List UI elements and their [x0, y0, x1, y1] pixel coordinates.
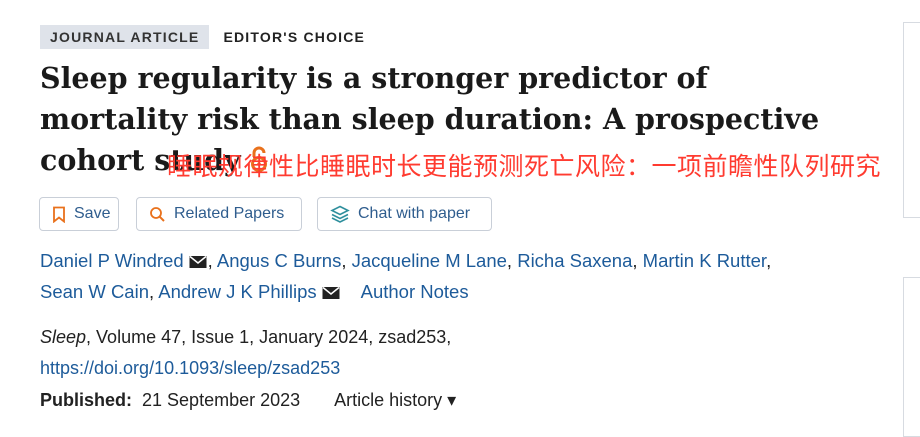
- save-button[interactable]: Save: [39, 197, 119, 231]
- author-separator: ,: [632, 250, 643, 271]
- author-list: Daniel P Windred, Angus C Burns, Jacquel…: [40, 245, 840, 307]
- published-label: Published:: [40, 390, 133, 410]
- side-panel: [903, 277, 920, 437]
- author-separator: ,: [766, 250, 772, 271]
- envelope-icon[interactable]: [322, 286, 340, 300]
- article-title: Sleep regularity is a stronger predictor…: [40, 58, 850, 184]
- chat-with-paper-button[interactable]: Chat with paper: [317, 197, 492, 231]
- bookmark-icon: [53, 206, 65, 223]
- author-link[interactable]: Richa Saxena: [517, 250, 633, 271]
- author-link[interactable]: Daniel P Windred: [40, 250, 184, 271]
- chat-with-paper-label: Chat with paper: [358, 205, 471, 222]
- related-papers-button[interactable]: Related Papers: [136, 197, 302, 231]
- open-access-icon: [249, 143, 269, 184]
- author-link[interactable]: Jacqueline M Lane: [351, 250, 507, 271]
- editors-choice-tag: EDITOR'S CHOICE: [223, 29, 366, 45]
- side-panel: [903, 22, 920, 218]
- article-tags: JOURNAL ARTICLE EDITOR'S CHOICE: [40, 25, 365, 49]
- citation-details: , Volume 47, Issue 1, January 2024, zsad…: [86, 327, 452, 347]
- author-separator: ,: [506, 250, 518, 271]
- author-notes-link[interactable]: Author Notes: [360, 281, 469, 302]
- author-link[interactable]: Angus C Burns: [216, 250, 342, 271]
- journal-name: Sleep: [40, 327, 87, 347]
- search-icon: [150, 206, 165, 222]
- citation: Sleep, Volume 47, Issue 1, January 2024,…: [40, 322, 451, 384]
- published-date: 21 September 2023: [142, 390, 301, 410]
- publication-info: Published: 21 September 2023 Article his…: [40, 386, 456, 414]
- related-papers-label: Related Papers: [174, 205, 285, 222]
- author-link[interactable]: Andrew J K Phillips: [158, 281, 317, 302]
- doi-link[interactable]: https://doi.org/10.1093/sleep/zsad253: [40, 358, 341, 378]
- author-separator: ,: [207, 250, 217, 271]
- envelope-icon[interactable]: [189, 255, 207, 269]
- save-button-label: Save: [74, 205, 111, 222]
- article-title-text: Sleep regularity is a stronger predictor…: [40, 61, 820, 177]
- chat-icon: [330, 205, 350, 223]
- author-link[interactable]: Martin K Rutter: [642, 250, 767, 271]
- journal-article-tag: JOURNAL ARTICLE: [40, 25, 210, 49]
- author-separator: ,: [341, 250, 352, 271]
- article-history-toggle[interactable]: Article history ▾: [334, 390, 457, 410]
- author-link[interactable]: Sean W Cain: [40, 281, 149, 302]
- author-separator: ,: [149, 281, 159, 302]
